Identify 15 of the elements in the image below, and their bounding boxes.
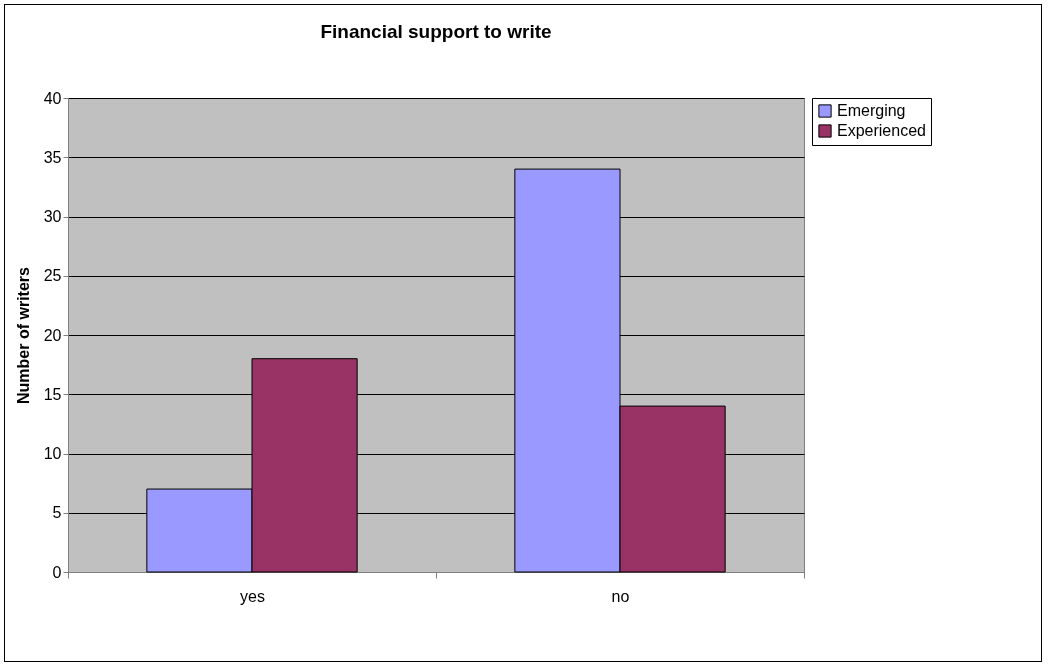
y-tick-label: 40 [43,89,62,107]
legend-label: Emerging [837,102,906,119]
y-tick-label: 35 [43,148,62,166]
y-tick-label: 20 [43,326,62,344]
y-axis-title: Number of writers [14,266,32,404]
x-tick-label: yes [240,587,265,605]
legend-label: Experienced [837,122,926,139]
chart-title: Financial support to write [320,21,552,42]
y-tick-label: 0 [52,563,62,581]
x-tick-label: no [611,587,630,605]
y-tick-label: 25 [43,267,62,285]
y-tick-label: 5 [52,504,62,522]
y-tick-label: 15 [43,385,62,403]
y-tick-label: 10 [43,445,62,462]
y-tick-label: 30 [43,208,62,225]
